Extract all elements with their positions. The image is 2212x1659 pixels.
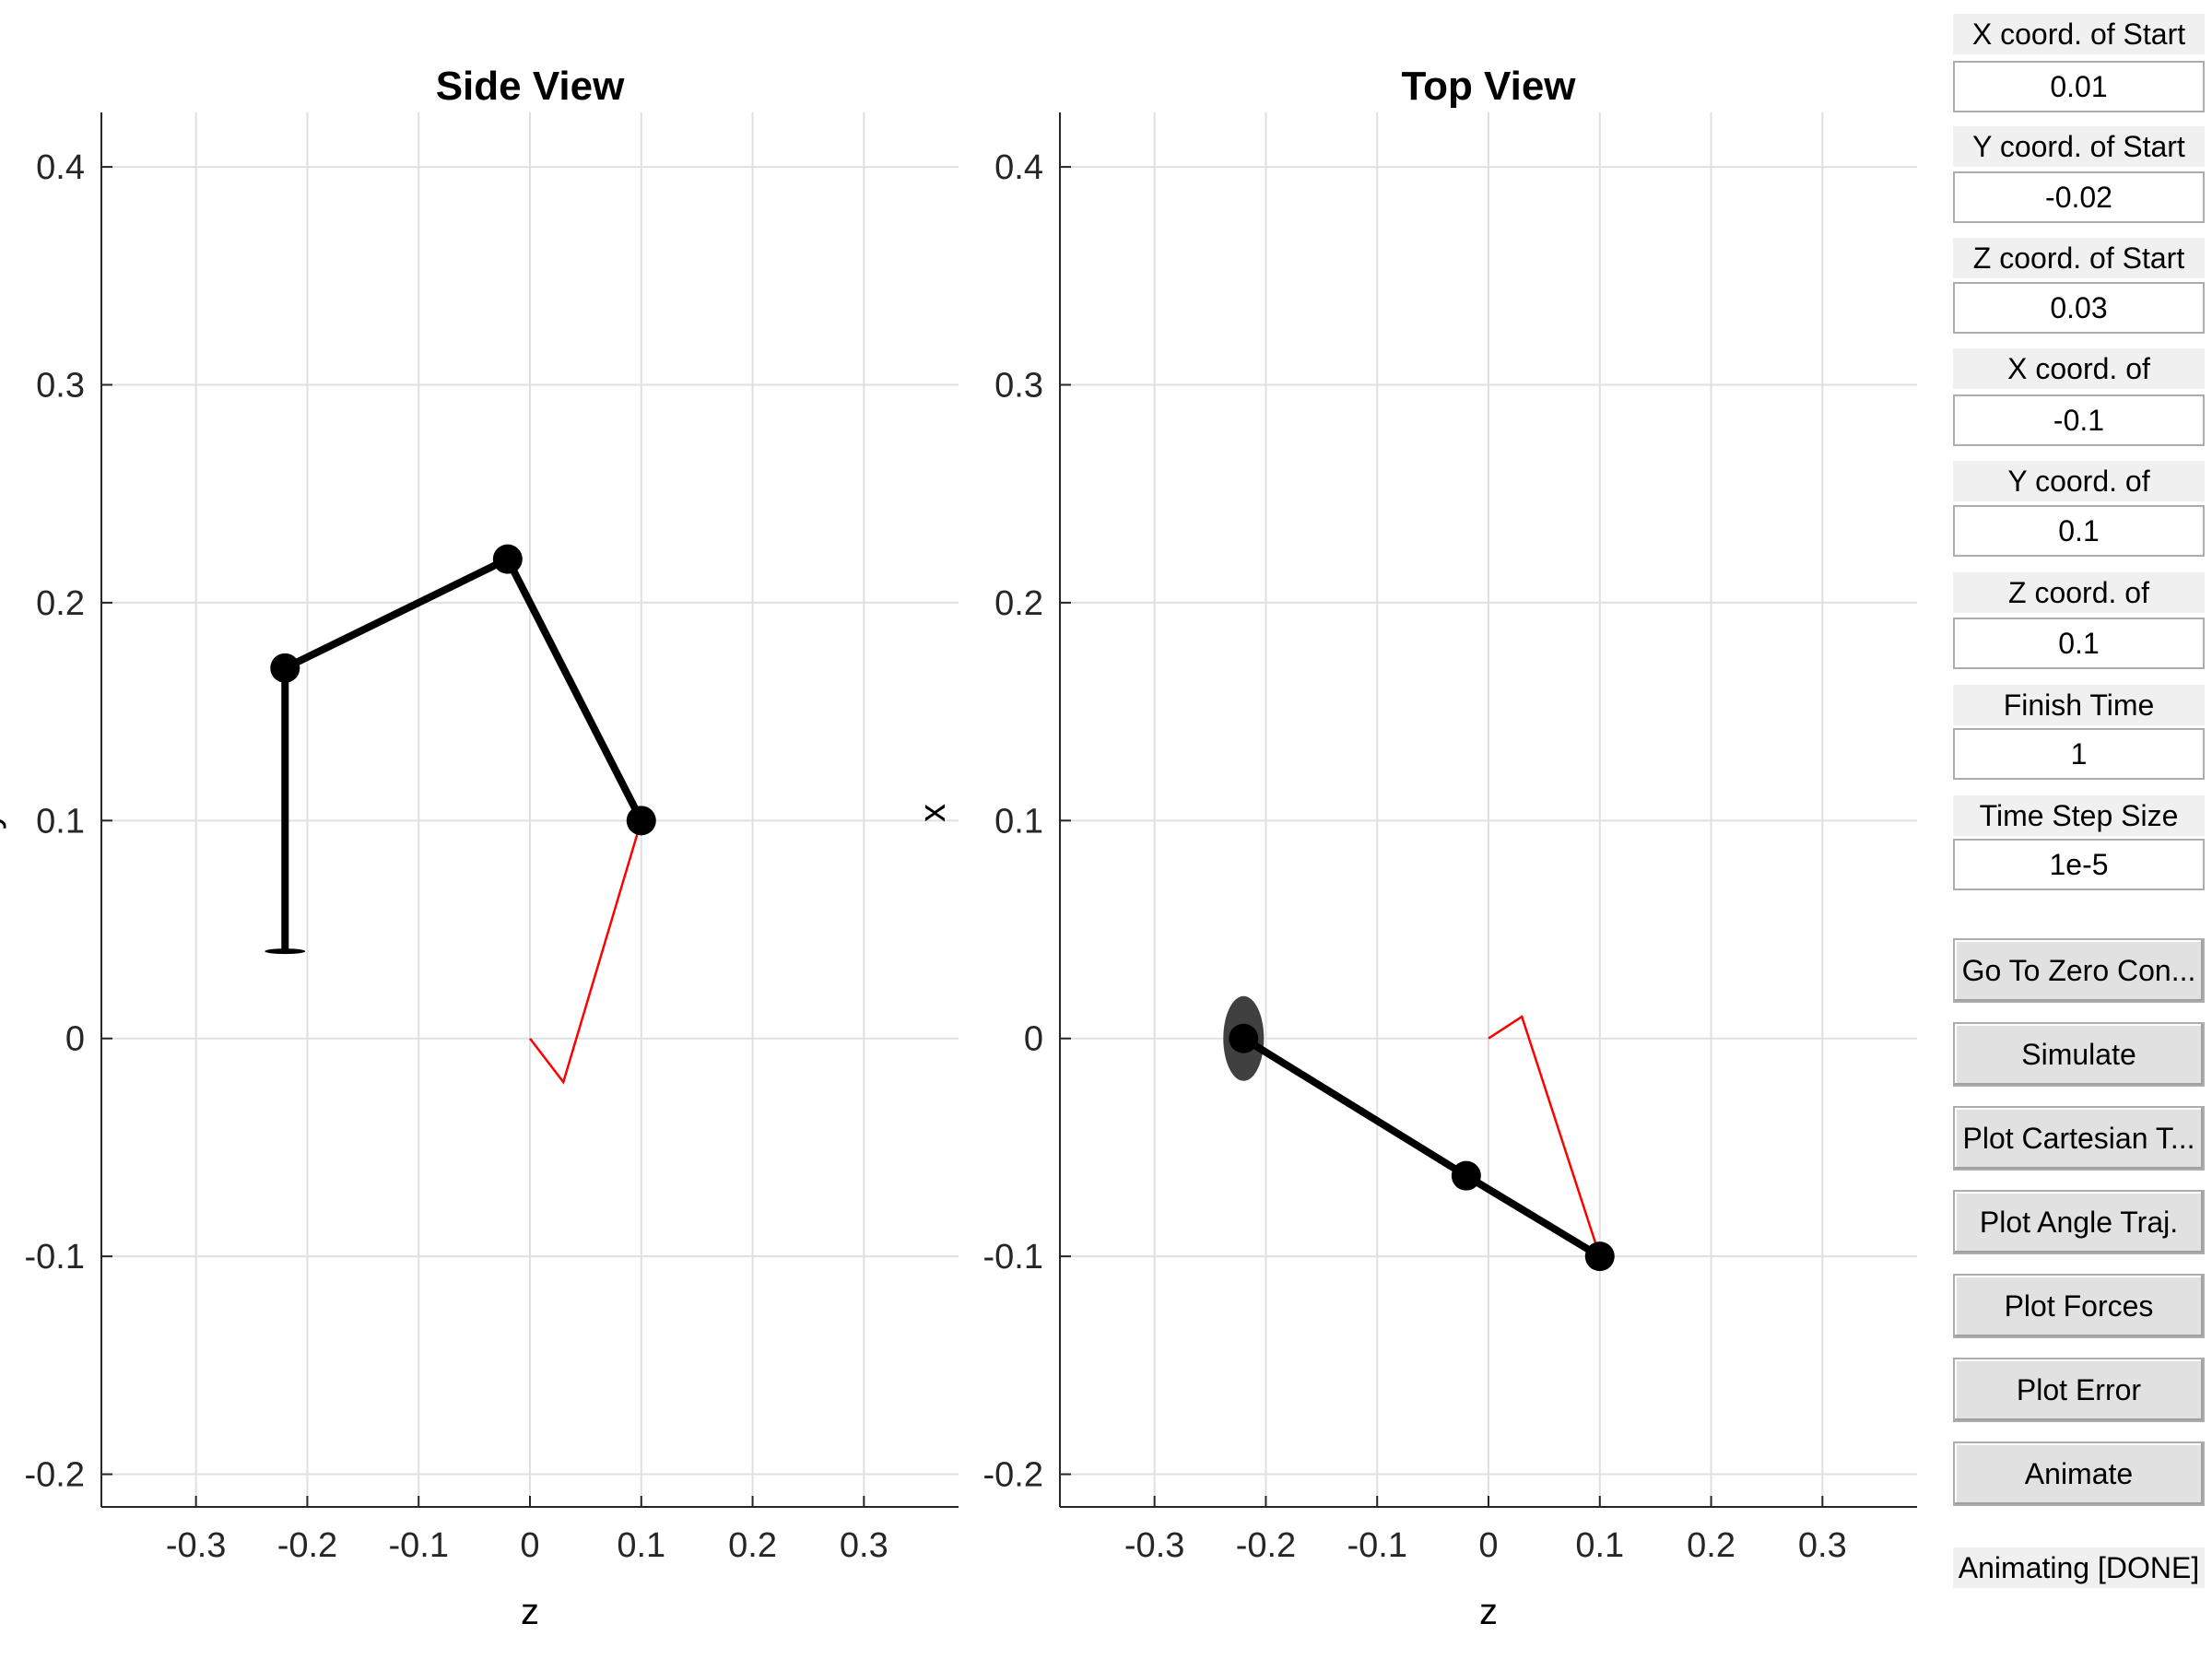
y-end-label: Y coord. of [1953, 461, 2205, 501]
top-y-tick-label: 0.2 [994, 584, 1043, 623]
animate-button[interactable]: Animate [1953, 1441, 2205, 1506]
z-start-input[interactable] [1953, 282, 2205, 334]
plot-error-button[interactable]: Plot Error [1953, 1358, 2205, 1422]
side-y-tick-label: 0.3 [36, 367, 85, 406]
arm-links [1241, 1035, 1602, 1260]
side-x-tick-label: -0.1 [388, 1526, 448, 1565]
joint-marker [270, 653, 300, 683]
joint-marker [1584, 1241, 1615, 1272]
trajectory-line [529, 819, 642, 1085]
side-y-tick-label: -0.1 [25, 1238, 85, 1277]
plot-area: Side View z y -0.3 -0.2 -0.1 0 0.1 0.2 0.3 -0.… [0, 64, 1917, 1632]
side-x-tick-label: -0.3 [166, 1526, 226, 1565]
finish-time-label: Finish Time [1953, 685, 2205, 725]
side-view-xlabel: z [521, 1592, 539, 1632]
go-to-zero-config-button[interactable]: Go To Zero Con... [1953, 938, 2205, 1003]
top-y-tick-label: 0 [1024, 1020, 1043, 1059]
plot-angle-button[interactable]: Plot Angle Traj. [1953, 1190, 2205, 1254]
top-x-tick-label: -0.2 [1236, 1526, 1296, 1565]
side-x-tick-label: 0.2 [728, 1526, 777, 1565]
top-y-tick-label: 0.4 [994, 148, 1043, 187]
x-end-input[interactable] [1953, 394, 2205, 446]
x-start-input[interactable] [1953, 61, 2205, 112]
top-x-tick-label: 0.3 [1798, 1526, 1847, 1565]
time-step-input[interactable] [1953, 839, 2205, 890]
top-x-tick-label: 0 [1478, 1526, 1498, 1565]
time-step-label: Time Step Size [1953, 795, 2205, 836]
top-view-title: Top View [1401, 64, 1576, 109]
side-x-tick-label: -0.2 [277, 1526, 337, 1565]
status-text: Animating [DONE] [1953, 1547, 2205, 1588]
x-end-label: X coord. of [1953, 348, 2205, 389]
top-x-tick-label: 0.1 [1575, 1526, 1624, 1565]
side-y-tick-label: 0 [65, 1020, 85, 1059]
side-x-tick-label: 0.1 [617, 1526, 665, 1565]
top-y-tick-label: 0.3 [994, 367, 1043, 406]
side-y-tick-label: 0.4 [36, 148, 85, 187]
top-view-xlabel: z [1479, 1592, 1498, 1632]
z-end-label: Z coord. of [1953, 572, 2205, 613]
top-y-tick-label: 0.1 [994, 802, 1043, 841]
side-x-tick-label: 0 [520, 1526, 539, 1565]
top-y-tick-label: -0.1 [983, 1238, 1043, 1277]
side-y-tick-label: 0.1 [36, 802, 85, 841]
arm-links [281, 555, 645, 952]
side-view-ylabel: y [0, 811, 6, 830]
side-x-tick-label: 0.3 [840, 1526, 888, 1565]
top-y-tick-label: -0.2 [983, 1456, 1043, 1495]
joint-marker [626, 806, 656, 836]
y-end-input[interactable] [1953, 505, 2205, 557]
joint-marker [1451, 1160, 1481, 1191]
top-view-ylabel: x [912, 804, 953, 822]
top-view-axes: Top View z x -0.3 -0.2 -0.1 0 0.1 0.2 0.3 -0.2… [912, 64, 1917, 1632]
z-end-input[interactable] [1953, 618, 2205, 669]
plot-cartesian-button[interactable]: Plot Cartesian T... [1953, 1106, 2205, 1171]
side-view-axes: Side View z y -0.3 -0.2 -0.1 0 0.1 0.2 0.3 -0.… [0, 64, 959, 1632]
z-start-label: Z coord. of Start [1953, 238, 2205, 278]
x-start-label: X coord. of Start [1953, 14, 2205, 54]
top-x-tick-label: -0.1 [1347, 1526, 1406, 1565]
side-view-title: Side View [436, 64, 625, 109]
top-x-tick-label: -0.3 [1124, 1526, 1184, 1565]
joint-marker [1229, 1023, 1259, 1053]
side-y-tick-label: 0.2 [36, 584, 85, 623]
simulate-button[interactable]: Simulate [1953, 1022, 2205, 1087]
side-y-tick-label: -0.2 [25, 1456, 85, 1495]
y-start-input[interactable] [1953, 171, 2205, 223]
top-x-tick-label: 0.2 [1687, 1526, 1735, 1565]
finish-time-input[interactable] [1953, 728, 2205, 780]
plot-forces-button[interactable]: Plot Forces [1953, 1274, 2205, 1338]
trajectory-line [1488, 1015, 1601, 1257]
joint-marker [492, 544, 523, 574]
y-start-label: Y coord. of Start [1953, 126, 2205, 167]
